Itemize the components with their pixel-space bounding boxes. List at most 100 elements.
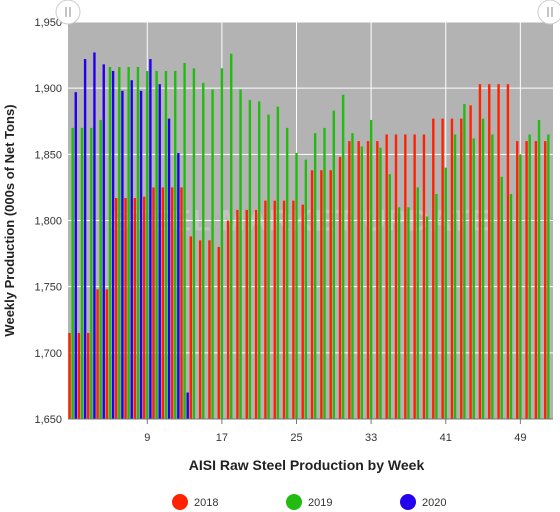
bar-2019-week-33[interactable]	[369, 119, 373, 419]
legend-marker-2020[interactable]	[400, 494, 416, 510]
bar-2019-week-5[interactable]	[108, 66, 112, 419]
bar-2020-week-13[interactable]	[186, 392, 189, 419]
bar-2019-week-25[interactable]	[295, 153, 298, 419]
bar-2018-week-19[interactable]	[236, 209, 239, 419]
bar-2019-week-24[interactable]	[285, 127, 289, 419]
bar-2018-week-28[interactable]	[320, 170, 323, 419]
bar-2020-week-9[interactable]	[149, 59, 152, 419]
bar-2018-week-37[interactable]	[404, 134, 407, 419]
bar-2018-week-38[interactable]	[413, 134, 416, 419]
bar-2018-week-12[interactable]	[170, 187, 174, 419]
legend-marker-2019[interactable]	[286, 494, 302, 510]
bar-2019-week-48[interactable]	[509, 194, 513, 419]
bar-2019-week-27[interactable]	[313, 133, 317, 419]
bar-2018-week-6[interactable]	[114, 198, 118, 419]
bar-2019-week-15[interactable]	[202, 82, 205, 419]
bar-2019-week-28[interactable]	[323, 127, 326, 419]
bar-2019-week-9[interactable]	[146, 70, 149, 420]
legend-label-2020[interactable]: 2020	[422, 497, 446, 509]
bar-2018-week-41[interactable]	[441, 118, 444, 419]
bar-2019-week-40[interactable]	[435, 194, 438, 419]
bar-2018-week-14[interactable]	[189, 236, 193, 419]
bar-2018-week-46[interactable]	[488, 84, 491, 420]
bar-2019-week-29[interactable]	[332, 110, 336, 419]
bar-2019-week-43[interactable]	[463, 104, 466, 420]
bar-2018-week-21[interactable]	[254, 209, 258, 419]
bar-2019-week-38[interactable]	[416, 187, 419, 419]
bar-2020-week-8[interactable]	[139, 90, 143, 420]
bar-2018-week-33[interactable]	[366, 141, 370, 419]
legend-label-2019[interactable]: 2019	[308, 497, 332, 509]
bar-2018-week-44[interactable]	[469, 105, 472, 420]
bar-2018-week-29[interactable]	[329, 170, 332, 419]
bar-2020-week-3[interactable]	[93, 52, 96, 419]
bar-2018-week-1[interactable]	[68, 332, 71, 419]
bar-2020-week-4[interactable]	[102, 64, 105, 419]
bar-2018-week-11[interactable]	[161, 187, 165, 419]
bar-2019-week-37[interactable]	[407, 207, 410, 419]
bar-2019-week-31[interactable]	[351, 133, 354, 419]
bar-2019-week-44[interactable]	[472, 138, 475, 419]
bar-2018-week-20[interactable]	[245, 209, 248, 419]
bar-2018-week-50[interactable]	[525, 141, 528, 419]
bar-2020-week-12[interactable]	[177, 153, 180, 419]
bar-2018-week-13[interactable]	[180, 187, 183, 419]
bar-2018-week-7[interactable]	[124, 198, 127, 419]
bar-2019-week-4[interactable]	[99, 119, 102, 419]
bar-2019-week-51[interactable]	[537, 119, 541, 419]
navigator-right-handle[interactable]	[537, 0, 560, 25]
bar-2018-week-17[interactable]	[217, 246, 220, 419]
bar-2019-week-42[interactable]	[453, 134, 457, 419]
bar-2018-week-31[interactable]	[348, 141, 351, 419]
bar-2018-week-23[interactable]	[273, 200, 276, 419]
bar-2019-week-26[interactable]	[304, 159, 308, 420]
bar-2018-week-42[interactable]	[450, 118, 454, 419]
bar-2019-week-17[interactable]	[220, 68, 224, 420]
bar-2019-week-32[interactable]	[360, 146, 363, 420]
navigator-scrollbar[interactable]	[55, 0, 560, 25]
bar-2018-week-10[interactable]	[152, 187, 155, 419]
bar-2019-week-45[interactable]	[481, 118, 485, 419]
bar-2018-week-8[interactable]	[133, 198, 137, 419]
bar-2019-week-23[interactable]	[276, 106, 280, 420]
bar-2018-week-32[interactable]	[357, 141, 360, 419]
bar-2019-week-50[interactable]	[528, 134, 531, 419]
bar-2018-week-3[interactable]	[87, 332, 90, 419]
bar-2018-week-34[interactable]	[376, 141, 379, 419]
bar-2019-week-21[interactable]	[258, 101, 261, 420]
bar-2018-week-49[interactable]	[516, 141, 519, 419]
bar-2018-week-16[interactable]	[208, 240, 211, 419]
navigator-left-handle[interactable]	[55, 0, 81, 25]
bar-2019-week-19[interactable]	[239, 89, 242, 420]
bar-2018-week-45[interactable]	[478, 84, 482, 420]
bar-2019-week-6[interactable]	[118, 66, 121, 419]
bar-2019-week-49[interactable]	[519, 154, 522, 420]
bar-2018-week-36[interactable]	[394, 134, 398, 419]
bar-2019-week-22[interactable]	[267, 114, 270, 419]
bar-2018-week-47[interactable]	[497, 84, 500, 420]
bar-2019-week-2[interactable]	[80, 127, 84, 419]
bar-2019-week-30[interactable]	[341, 94, 345, 420]
bar-2018-week-18[interactable]	[226, 220, 230, 420]
bar-2018-week-52[interactable]	[544, 141, 547, 419]
bar-2020-week-10[interactable]	[158, 84, 161, 420]
bar-2019-week-14[interactable]	[192, 68, 196, 420]
bar-2019-week-41[interactable]	[444, 167, 447, 419]
legend-label-2018[interactable]: 2018	[194, 497, 218, 509]
bar-2019-week-34[interactable]	[379, 147, 382, 419]
bar-2018-week-9[interactable]	[142, 196, 146, 419]
bar-2019-week-1[interactable]	[71, 127, 74, 419]
legend-marker-2018[interactable]	[172, 494, 188, 510]
bar-2020-week-5[interactable]	[111, 70, 115, 420]
bar-2019-week-35[interactable]	[388, 174, 391, 419]
bar-2020-week-6[interactable]	[121, 90, 124, 420]
bar-2018-week-48[interactable]	[506, 84, 510, 420]
bar-2019-week-52[interactable]	[547, 134, 550, 419]
bar-2019-week-11[interactable]	[164, 70, 168, 420]
bar-2019-week-13[interactable]	[183, 63, 186, 419]
bar-2019-week-20[interactable]	[248, 100, 252, 420]
bar-2019-week-8[interactable]	[136, 66, 140, 419]
bar-2019-week-16[interactable]	[211, 89, 214, 420]
bar-2018-week-4[interactable]	[96, 289, 99, 419]
bar-2018-week-35[interactable]	[385, 134, 388, 419]
